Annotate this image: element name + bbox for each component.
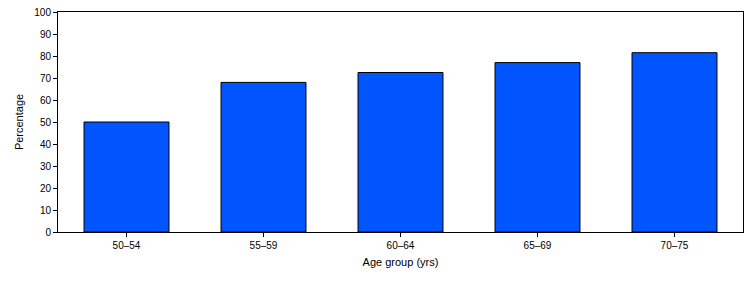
svg-text:65–69: 65–69	[524, 240, 552, 251]
svg-text:Age group (yrs): Age group (yrs)	[363, 256, 439, 268]
svg-text:60–64: 60–64	[387, 240, 415, 251]
svg-text:55–59: 55–59	[250, 240, 278, 251]
svg-text:70: 70	[40, 73, 52, 84]
svg-text:40: 40	[40, 139, 52, 150]
svg-text:10: 10	[40, 205, 52, 216]
svg-text:20: 20	[40, 183, 52, 194]
svg-text:60: 60	[40, 95, 52, 106]
svg-text:100: 100	[34, 7, 51, 18]
svg-text:70–75: 70–75	[661, 240, 689, 251]
svg-text:30: 30	[40, 161, 52, 172]
svg-text:Percentage: Percentage	[13, 94, 25, 150]
svg-text:0: 0	[45, 227, 51, 238]
svg-text:50–54: 50–54	[113, 240, 141, 251]
svg-text:90: 90	[40, 29, 52, 40]
svg-text:50: 50	[40, 117, 52, 128]
svg-text:80: 80	[40, 51, 52, 62]
